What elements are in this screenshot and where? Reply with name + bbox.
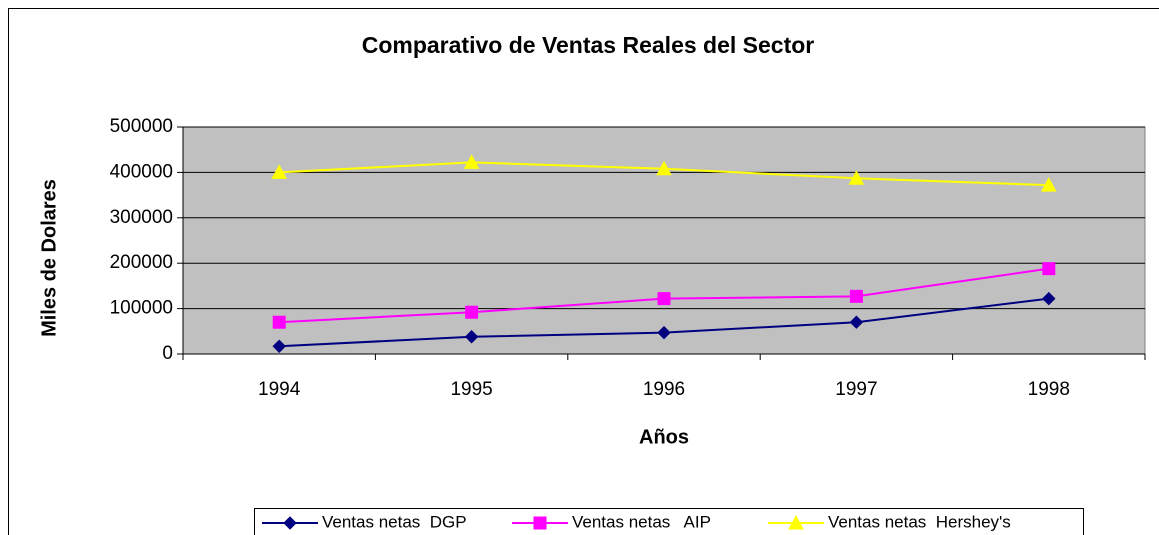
y-tick-label: 300000 [110, 207, 173, 228]
y-tick-label: 400000 [110, 161, 173, 182]
marker [463, 154, 480, 169]
legend-label: Ventas netas DGP [322, 512, 467, 531]
legend-label: Ventas netas AIP [572, 512, 711, 531]
legend-box [254, 508, 1084, 535]
marker [788, 514, 804, 530]
chart-title: Comparativo de Ventas Reales del Sector [362, 32, 815, 58]
x-tick-label: 1998 [1028, 379, 1070, 400]
marker [1042, 262, 1056, 276]
marker [657, 325, 671, 340]
marker [656, 160, 672, 176]
marker [849, 315, 864, 329]
marker [464, 330, 479, 344]
legend-item: Ventas netas DGP [262, 512, 467, 531]
x-axis-label: Años [639, 426, 689, 448]
marker [1040, 177, 1057, 192]
x-tick-label: 1997 [835, 379, 877, 400]
marker [465, 305, 479, 319]
y-tick-label: 0 [162, 343, 173, 364]
legend-label: Ventas netas Hershey's [828, 512, 1011, 531]
marker [533, 516, 547, 530]
marker [848, 170, 865, 185]
marker [272, 315, 286, 329]
y-tick-label: 100000 [110, 298, 173, 319]
marker [272, 339, 286, 353]
x-tick-label: 1994 [258, 379, 301, 400]
x-tick-label: 1996 [643, 379, 685, 400]
marker [1042, 291, 1056, 306]
legend-item: Ventas netas Hershey's [768, 512, 1011, 531]
legend-item: Ventas netas AIP [512, 512, 711, 531]
marker [849, 289, 863, 303]
marker [271, 164, 288, 179]
marker [657, 292, 671, 306]
marker [283, 516, 297, 530]
y-tick-label: 500000 [110, 116, 173, 137]
x-tick-label: 1995 [450, 379, 492, 400]
y-axis-label: Miles de Dolares [38, 179, 60, 337]
y-tick-label: 200000 [110, 252, 173, 273]
